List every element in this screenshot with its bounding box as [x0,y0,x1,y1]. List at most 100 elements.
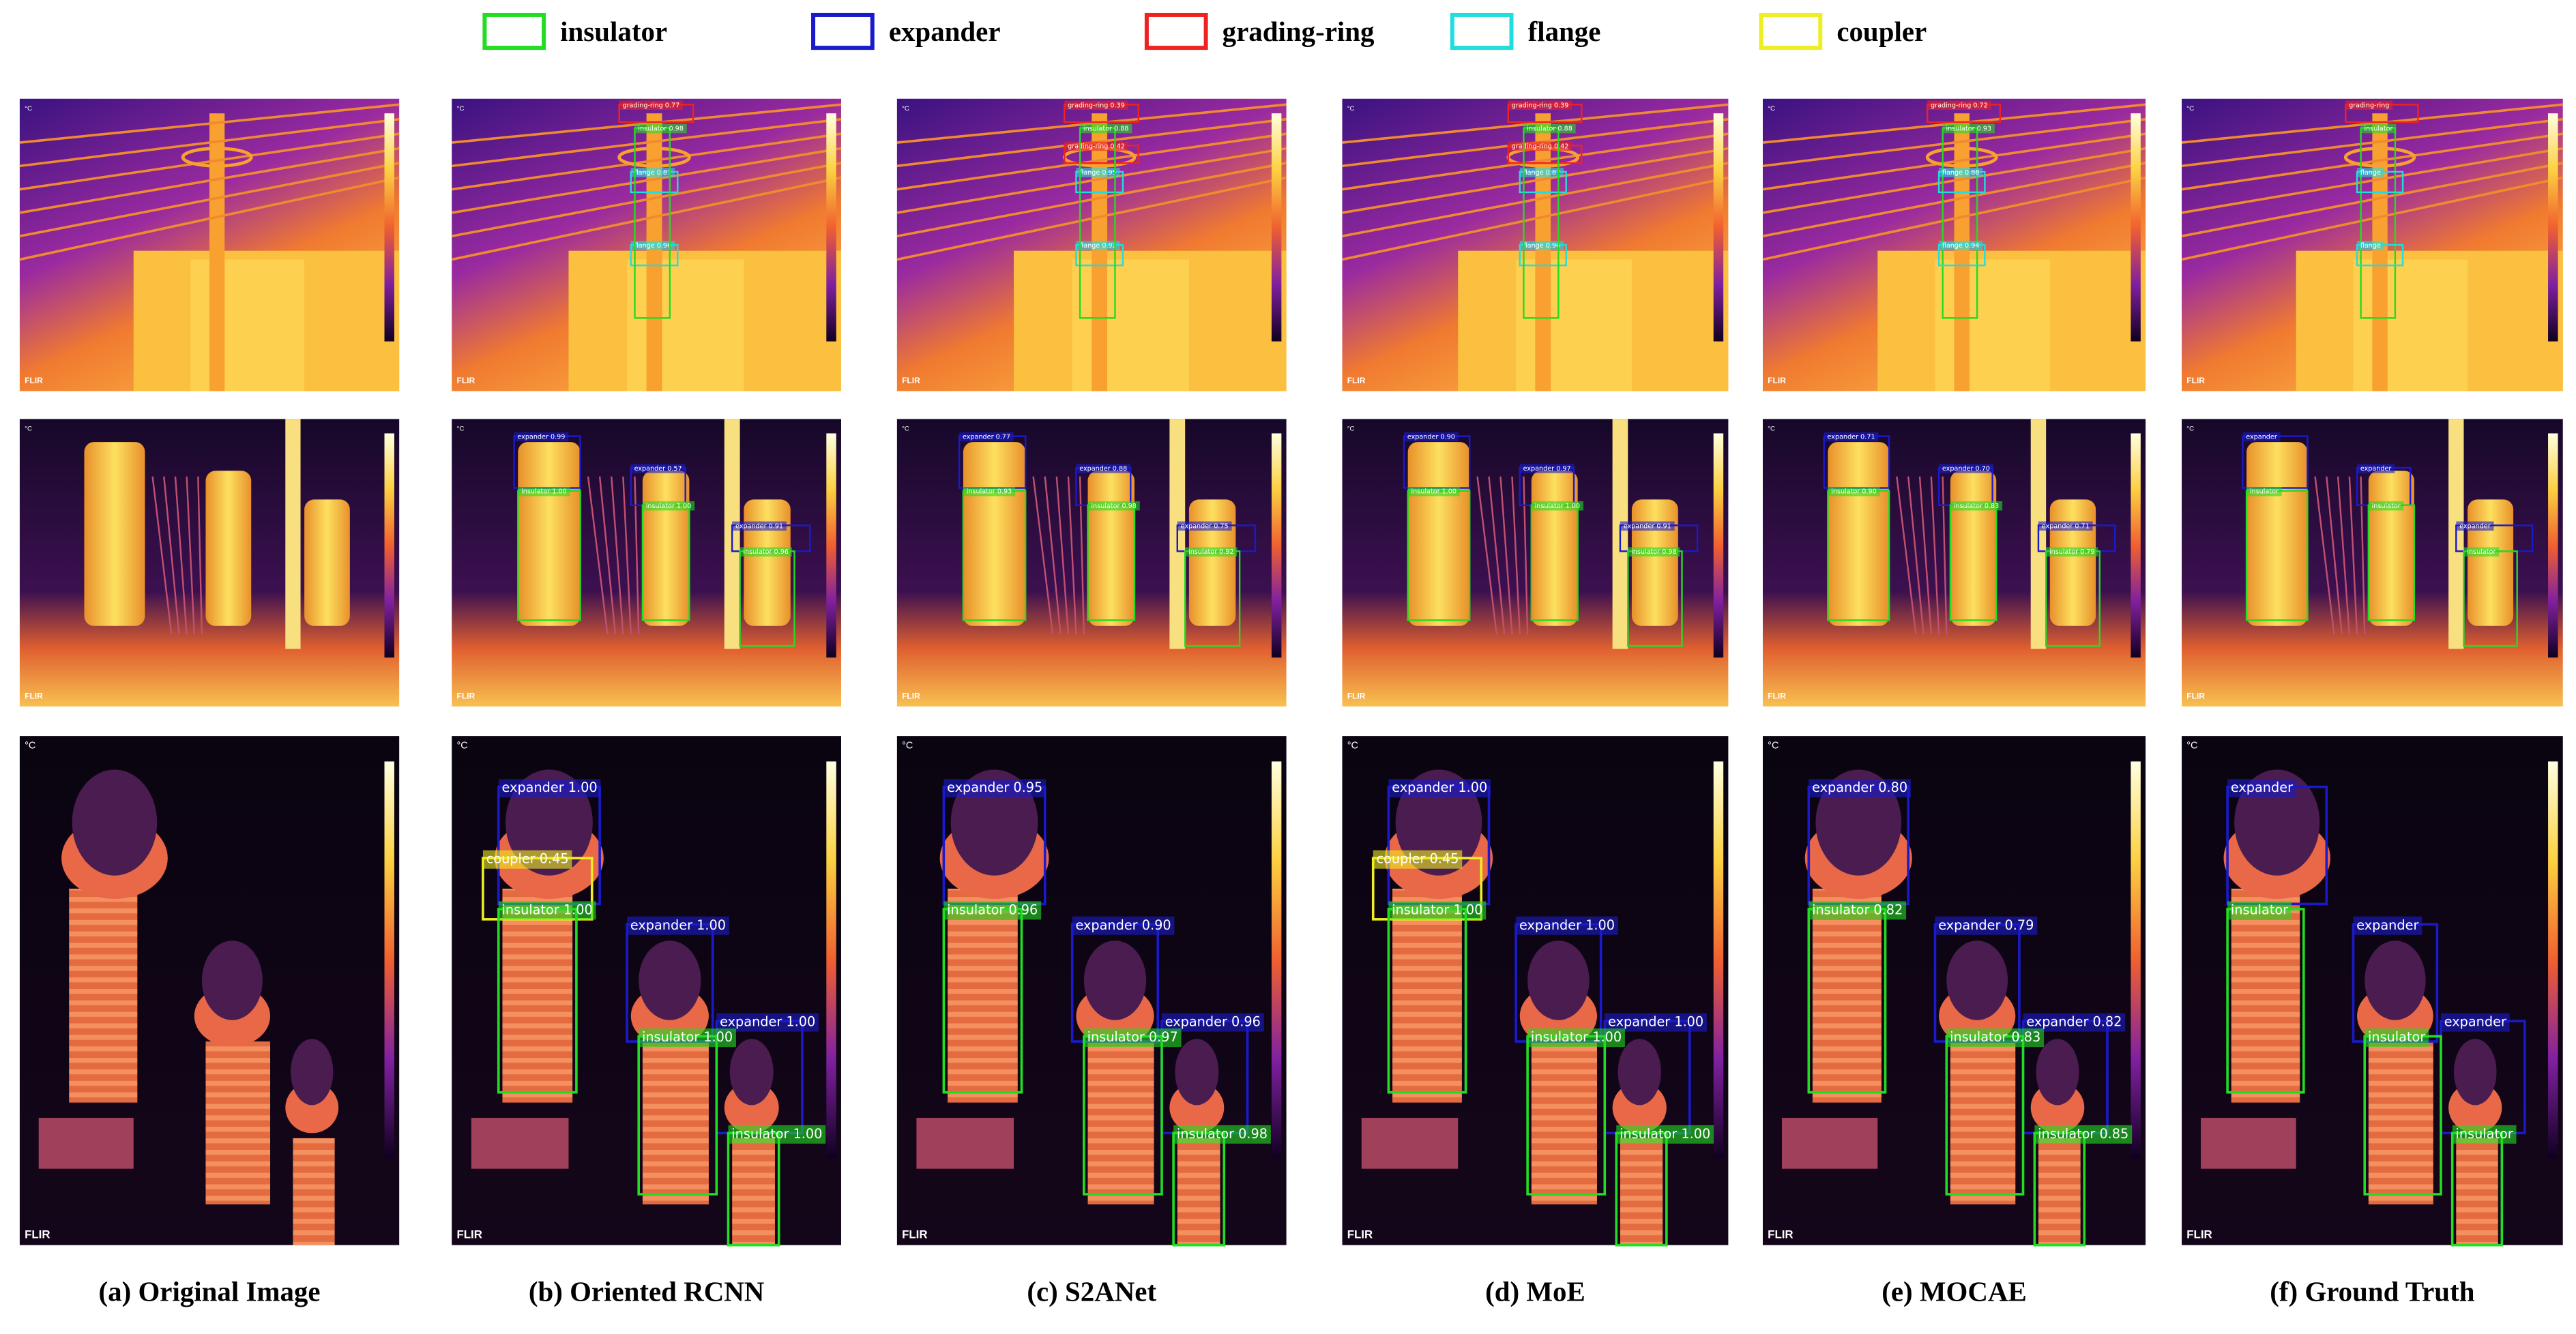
lattice [2337,476,2351,635]
detection-label: expander 1.00 [630,917,726,933]
unit-mark: °C [1768,105,1775,113]
insulator-body [642,1041,709,1204]
detection-label-bg [1076,241,1120,250]
detection-label-bg [1828,486,1880,496]
lattice [2314,476,2335,635]
detection-label: insulator [2231,902,2288,917]
detection-label: insulator 1.00 [646,503,692,510]
detection-label-bg [2046,547,2098,557]
detection-label: flange 0.87 [634,169,672,177]
image-panel: °C FLIR expander 0.80 insulator 0.82 expande… [1762,736,2146,1247]
image-panel: °C FLIR expander 0.99 insulator 1.00 expande… [452,419,841,707]
insulator-body [205,1041,271,1204]
logo-mark: FLIR [902,1228,927,1241]
image-panel: °C FLIR expander 0.90 insulator 1.00 expande… [1342,419,1729,707]
lattice [1055,476,1070,635]
detection-label: expander 0.71 [2042,522,2090,530]
detection-label-bg [2440,1013,2510,1032]
detection-label: flange 0.88 [1942,169,1980,177]
detection-label: coupler 0.45 [486,851,569,867]
logo-mark: FLIR [1347,376,1366,385]
insulator-body [1631,499,1678,626]
lattice [1067,476,1077,635]
expander-top [1083,940,1147,1020]
wire [451,147,842,214]
legend-swatch [1144,12,1208,50]
detection-label: insulator 1.00 [521,488,567,496]
wire [2181,162,2564,238]
ring [2343,147,2416,168]
logo-mark: FLIR [902,692,920,701]
expander-top [729,1039,774,1106]
wire [896,147,1287,214]
detection-label-bg [2360,123,2397,134]
legend-label: insulator [560,16,667,47]
lattice [622,476,632,635]
unit-mark: °C [2186,105,2194,113]
image-panel: °C FLIR insulator 0.93 grading-ring 0.72 fla… [1762,98,2146,391]
insulator-body [1087,471,1135,626]
detection-label: grading-ring 0.42 [1512,143,1569,150]
detection-label-bg [498,901,596,920]
wire [2181,132,2563,191]
lattice [1476,476,1498,635]
logo-mark: FLIR [1347,1228,1373,1241]
detection-label: grading-ring 0.77 [622,102,679,109]
detection-label: insulator [2467,548,2496,556]
unit-mark: °C [1768,740,1779,751]
lattice [587,476,609,635]
detection-label: flange [2360,242,2381,250]
wire [19,103,400,144]
detection-label: insulator 1.00 [1531,1029,1622,1045]
insulator-body [2368,471,2414,626]
detection-label: expander 0.91 [1624,522,1671,530]
wire [452,103,842,144]
colorbar [2131,761,2141,1159]
detection-label-bg [498,779,601,798]
detection-label-bg [1824,432,1879,442]
lattice [174,476,188,635]
wire [19,147,400,214]
image-panel: °C FLIR expander insulator expander insulator… [2182,419,2563,707]
detection-label-bg [1531,501,1583,511]
wire [2181,103,2563,144]
pole [1535,113,1551,391]
pole [209,113,225,391]
colorbar [1713,761,1724,1159]
insulator-body [2368,1041,2433,1204]
wire [19,117,400,168]
expander-top [291,1039,334,1106]
lattice [1907,476,1924,635]
column-caption: (b) Oriented RCNN [529,1276,765,1307]
wire [1342,103,1729,144]
detection-label-bg [1942,123,1995,134]
detection-label-bg [514,432,569,442]
unit-mark: °C [25,425,32,432]
insulator-body [2456,1138,2498,1245]
wire [451,162,842,238]
lattice [611,476,624,635]
detection-label: insulator [2372,503,2401,510]
unit-mark: °C [902,425,909,432]
insulator-body [1392,889,1462,1103]
detection-label-bg [2227,901,2292,920]
wire [2181,176,2564,261]
wire [2181,147,2564,214]
unit-mark: °C [1347,105,1355,113]
detection-label: insulator 0.98 [1631,548,1677,556]
wire [1762,162,2146,238]
image-panel: °C FLIR expander insulator expander expander i… [2182,736,2563,1247]
detection-label: insulator 1.00 [502,902,593,917]
ring [1925,147,1998,168]
detection-label-bg [1939,241,1983,250]
detection-label-bg [1076,464,1131,473]
detection-label-bg [1616,1125,1714,1144]
detection-label: expander 0.95 [947,780,1042,795]
insulator-body [2468,499,2514,626]
legend-swatch [482,12,546,50]
logo-mark: FLIR [25,1228,50,1241]
detection-label: insulator 0.82 [1812,902,1903,917]
detection-label-bg [2227,779,2296,798]
wire [896,162,1287,238]
lattice [1523,476,1529,635]
